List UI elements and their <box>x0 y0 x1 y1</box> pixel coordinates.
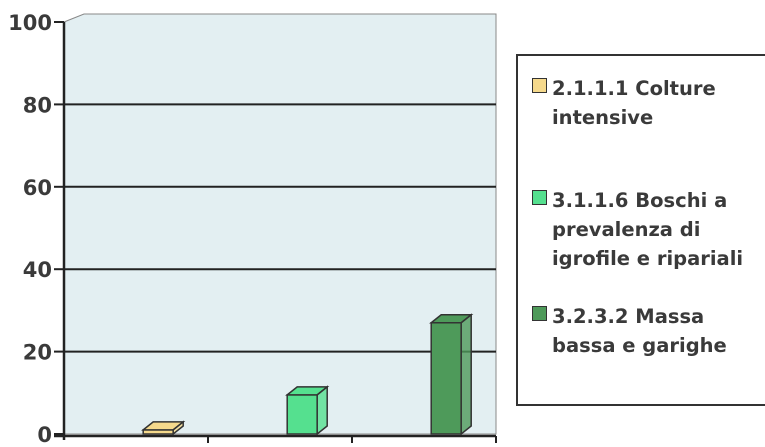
legend-label-massa-bassa-garighe: 3.2.3.2 Massa bassa e garighe <box>552 305 727 357</box>
x-axis-ticks <box>207 436 497 443</box>
bar-side <box>316 385 328 436</box>
y-axis-ticks: 0 20 40 60 80 100 <box>8 11 64 447</box>
bar <box>285 385 330 436</box>
bars <box>141 313 474 436</box>
y-tick-label: 20 <box>23 341 52 365</box>
y-tick-label: 80 <box>23 93 52 117</box>
bar <box>429 313 474 436</box>
legend-swatch-boschi-igrofile <box>532 190 547 205</box>
bar-front <box>286 394 318 435</box>
gridlines <box>64 103 496 353</box>
bar-side <box>172 420 184 436</box>
legend-label-colture-intensive: 2.1.1.1 Colture intensive <box>552 77 716 129</box>
y-tick-label: 60 <box>23 176 52 200</box>
legend: 2.1.1.1 Colture intensive 3.1.1.6 Boschi… <box>516 54 765 406</box>
y-tick-label: 100 <box>8 11 52 35</box>
bar-side <box>460 313 472 436</box>
y-tick-label: 0 <box>37 423 52 443</box>
legend-swatch-colture-intensive <box>532 78 547 93</box>
legend-swatch-massa-bassa-garighe <box>532 306 547 321</box>
bar-front <box>430 322 462 435</box>
bar <box>141 420 186 436</box>
legend-label-boschi-igrofile: 3.1.1.6 Boschi a prevalenza di igrofile … <box>552 189 744 270</box>
y-tick-label: 40 <box>23 258 52 282</box>
